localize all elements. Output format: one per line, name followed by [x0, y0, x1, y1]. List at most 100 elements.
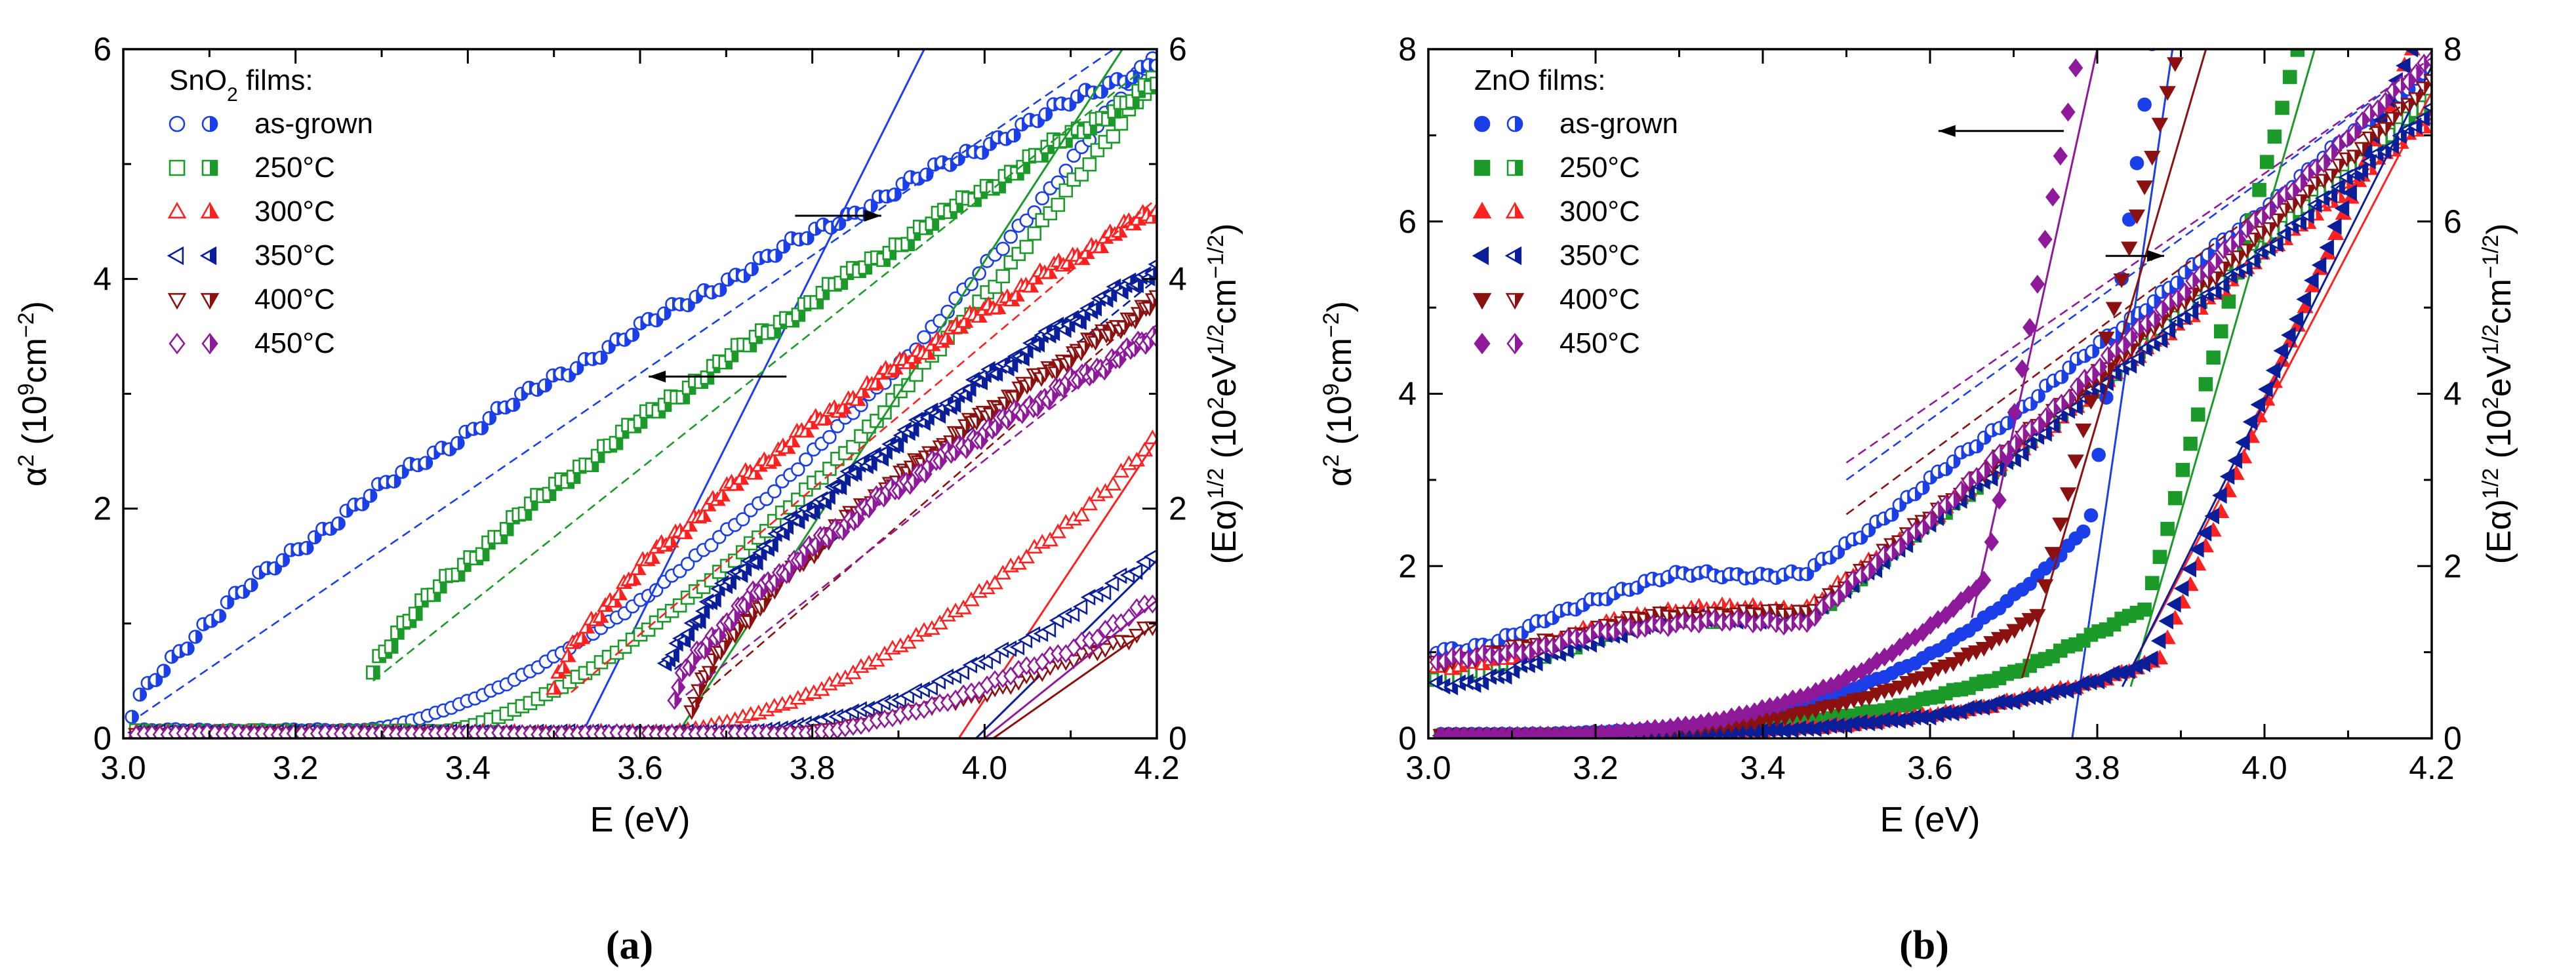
- y-tick-label-right: 4: [1169, 260, 1187, 297]
- marker-half-fill: [426, 456, 432, 470]
- marker: [1106, 129, 1121, 144]
- marker: [2083, 508, 2099, 523]
- legend-title: ZnO films:: [1474, 64, 1605, 96]
- marker: [2206, 350, 2221, 365]
- marker: [2137, 97, 2152, 112]
- marker: [1081, 495, 1098, 511]
- fit-line-sqrt: [140, 49, 1115, 717]
- y-tick-label-right: 0: [2444, 720, 2462, 757]
- marker-half: [1150, 76, 1157, 91]
- marker-half-fill: [616, 437, 622, 450]
- marker-half-fill: [481, 422, 488, 435]
- series-a-asgrown: [125, 51, 1157, 738]
- x-tick-label: 3.6: [617, 749, 663, 786]
- marker-half-fill: [187, 642, 194, 655]
- marker-half-fill: [391, 640, 398, 653]
- legend-label: 350°C: [1560, 239, 1640, 271]
- marker: [1066, 148, 1081, 163]
- marker: [1082, 157, 1097, 172]
- legend-label: 400°C: [254, 283, 335, 315]
- marker-half-fill: [513, 398, 520, 411]
- marker-half-fill: [482, 548, 489, 561]
- marker: [735, 512, 750, 527]
- marker: [767, 484, 782, 499]
- legend-label: 300°C: [1560, 195, 1640, 228]
- marker-half-fill: [839, 217, 845, 230]
- y-tick-label-left: 4: [93, 260, 111, 297]
- marker: [1104, 475, 1122, 490]
- marker: [2129, 155, 2144, 170]
- y-tick-label-left: 6: [1398, 203, 1417, 240]
- marker: [2198, 377, 2213, 391]
- marker-half-fill: [140, 688, 146, 701]
- x-tick-label: 3.4: [1740, 749, 1786, 786]
- marker: [2160, 521, 2175, 536]
- marker: [1049, 523, 1066, 538]
- x-axis-label: E (eV): [1880, 800, 1980, 839]
- x-tick-label: 3.4: [445, 749, 491, 786]
- x-axis-label: E (eV): [590, 800, 690, 839]
- marker-half-fill: [632, 329, 639, 342]
- marker: [2076, 524, 2091, 539]
- y-tick-label-right: 6: [2444, 203, 2462, 240]
- y-tick-label-right: 2: [1169, 490, 1187, 527]
- marker: [931, 614, 948, 629]
- marker-half-fill: [807, 231, 814, 245]
- marker: [2213, 324, 2228, 339]
- marker-half-fill: [719, 283, 727, 296]
- marker: [2221, 294, 2236, 309]
- marker-half-fill: [457, 437, 464, 450]
- marker-half-fill: [370, 489, 377, 502]
- panel-label-a: (a): [606, 923, 653, 968]
- legend-label: 450°C: [254, 327, 335, 359]
- marker-half-fill: [306, 542, 313, 555]
- legend-label: 400°C: [1560, 283, 1640, 315]
- marker: [791, 462, 805, 477]
- marker: [996, 241, 1010, 256]
- panel-label-b: (b): [1899, 923, 1949, 968]
- marker: [2259, 155, 2274, 169]
- marker: [1112, 462, 1130, 478]
- x-tick-label: 3.2: [1573, 749, 1619, 786]
- marker: [1073, 506, 1090, 521]
- y-tick-label-left: 0: [93, 720, 111, 757]
- marker-half-fill: [545, 379, 552, 392]
- marker: [799, 452, 813, 467]
- legend-marker: [169, 159, 186, 176]
- marker: [2152, 549, 2167, 565]
- marker: [963, 591, 980, 607]
- x-tick-label: 4.0: [2242, 749, 2287, 786]
- marker: [2137, 602, 2152, 617]
- marker-half-fill: [1045, 108, 1052, 121]
- marker: [1003, 230, 1018, 244]
- marker: [830, 419, 845, 433]
- marker-half-fill: [1013, 129, 1020, 142]
- x-tick-label: 3.8: [790, 749, 835, 786]
- marker: [1019, 239, 1034, 254]
- marker: [1051, 197, 1066, 212]
- y-tick-label-left: 6: [93, 31, 111, 68]
- y-tick-label-left: 0: [1398, 720, 1417, 757]
- marker-half-fill: [393, 475, 401, 488]
- fit-line-sqrt: [372, 71, 1140, 682]
- marker: [2183, 436, 2198, 451]
- marker: [2282, 70, 2297, 85]
- marker-half-fill: [195, 630, 202, 643]
- y-tick-label-right: 2: [2444, 548, 2462, 584]
- y-tick-label-left: 2: [1398, 548, 1417, 584]
- y-tick-label-right: 6: [1169, 31, 1187, 68]
- y-tick-label-right: 0: [1169, 720, 1187, 757]
- marker: [900, 633, 917, 649]
- marker: [2190, 407, 2205, 422]
- marker-half-fill: [707, 371, 714, 384]
- marker: [2175, 462, 2190, 477]
- marker: [822, 430, 837, 445]
- marker-half-fill: [415, 607, 422, 620]
- y-tick-label-left: 2: [93, 490, 111, 527]
- marker-half-fill: [283, 553, 289, 567]
- marker: [986, 574, 1003, 589]
- legend-label: as-grown: [254, 108, 373, 140]
- marker-half-fill: [163, 664, 171, 677]
- marker: [955, 599, 972, 614]
